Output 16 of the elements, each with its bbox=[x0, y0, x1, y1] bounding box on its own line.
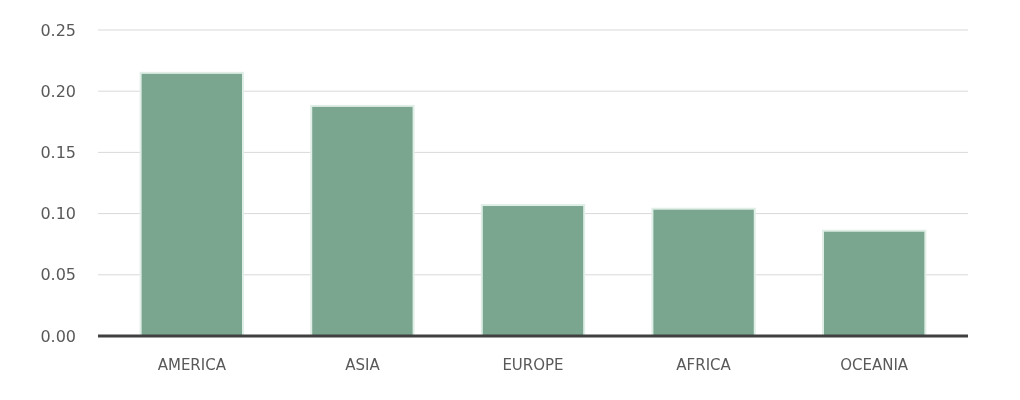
bar bbox=[480, 204, 586, 337]
x-tick-label: AMERICA bbox=[157, 356, 227, 374]
y-tick-label: 0.20 bbox=[40, 81, 76, 101]
x-tick-label: EUROPE bbox=[502, 356, 564, 374]
x-tick-label: OCEANIA bbox=[840, 356, 909, 374]
bar bbox=[651, 207, 756, 337]
y-tick-label: 0.05 bbox=[40, 265, 76, 285]
bar bbox=[139, 71, 244, 337]
y-tick-label: 0.25 bbox=[40, 20, 76, 40]
x-tick-label: AFRICA bbox=[676, 356, 732, 374]
x-tick-label: ASIA bbox=[345, 356, 381, 374]
y-tick-label: 0.15 bbox=[40, 143, 76, 162]
bar bbox=[822, 229, 927, 337]
y-tick-label: 0.00 bbox=[40, 326, 76, 346]
bar bbox=[310, 104, 415, 337]
y-tick-label: 0.10 bbox=[40, 204, 76, 224]
